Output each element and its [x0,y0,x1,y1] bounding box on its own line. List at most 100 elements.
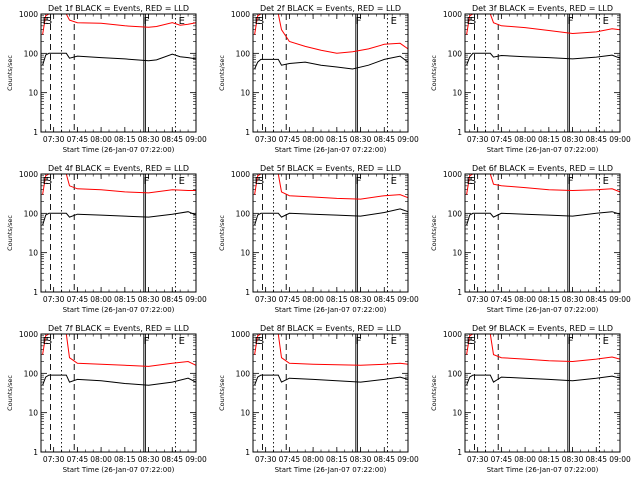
x-tick-label: 08:00 [514,455,536,464]
x-tick-label: 08:15 [114,455,136,464]
x-tick-label: 09:00 [185,455,207,464]
y-tick-label: 1000 [443,170,462,179]
x-tick-label: 08:00 [302,455,324,464]
x-axis-label: Start Time (26-Jan-07 07:22:00) [487,306,599,314]
x-tick-label: 07:30 [467,135,489,144]
subplot-title: Det 8f BLACK = Events, RED = LLD [260,324,401,333]
y-tick-label: 100 [24,369,39,378]
x-tick-label: 08:30 [350,455,372,464]
event-marker-label: F [356,336,362,347]
x-tick-label: 08:30 [350,295,372,304]
event-marker-label: S [46,176,52,187]
event-marker-label: S [470,336,476,347]
x-tick-label: 07:30 [467,295,489,304]
y-tick-label: 10 [452,249,462,258]
x-tick-label: 09:00 [609,295,631,304]
x-tick-label: 08:30 [350,135,372,144]
subplot-5: Det 5f BLACK = Events, RED = LLD Counts/s… [218,164,419,314]
lld-rate-line [254,333,409,366]
x-tick-label: 07:45 [491,455,513,464]
x-tick-label: 07:45 [279,455,301,464]
event-marker-label: F [356,16,362,27]
x-tick-label: 09:00 [609,455,631,464]
subplot-title: Det 2f BLACK = Events, RED = LLD [260,4,401,13]
plot-frame [464,13,621,133]
x-tick-label: 08:15 [538,295,560,304]
y-axis-label: Counts/sec [6,375,14,411]
x-tick-label: 08:15 [114,295,136,304]
x-axis-label: Start Time (26-Jan-07 07:22:00) [275,146,387,154]
x-tick-label: 09:00 [397,455,419,464]
y-tick-label: 100 [236,209,251,218]
events-rate-line [466,211,621,226]
x-tick-label: 08:00 [514,295,536,304]
lld-rate-line [466,173,621,195]
x-tick-label: 08:30 [138,135,160,144]
event-marker-label: S [46,336,52,347]
x-tick-label: 08:30 [562,455,584,464]
event-marker-label: S [258,16,264,27]
x-tick-label: 08:30 [562,135,584,144]
event-marker-label: E [603,336,609,347]
x-tick-label: 07:45 [279,135,301,144]
event-marker-label: E [467,336,473,347]
event-marker-label: S [258,176,264,187]
x-tick-label: 08:15 [326,455,348,464]
x-tick-label: 07:30 [43,295,65,304]
event-marker-label: S [470,16,476,27]
x-tick-label: 08:15 [114,135,136,144]
event-marker-label: S [46,16,52,27]
y-tick-label: 1000 [443,330,462,339]
y-tick-label: 1 [457,128,462,137]
x-tick-label: 08:00 [90,455,112,464]
y-tick-label: 1 [245,128,250,137]
y-tick-label: 1000 [443,10,462,19]
x-tick-label: 08:00 [302,135,324,144]
lld-rate-line [42,333,197,367]
lld-rate-line [466,333,621,363]
x-tick-label: 08:15 [538,135,560,144]
x-tick-label: 08:30 [138,295,160,304]
subplot-title: Det 3f BLACK = Events, RED = LLD [472,4,613,13]
y-tick-label: 100 [448,209,463,218]
y-tick-label: 100 [236,49,251,58]
y-tick-label: 1 [457,448,462,457]
event-marker-label: E [391,16,397,27]
y-tick-label: 1000 [231,170,250,179]
x-tick-label: 08:45 [373,295,395,304]
subplot-4: Det 4f BLACK = Events, RED = LLD Counts/s… [6,164,207,314]
subplot-8: Det 8f BLACK = Events, RED = LLD Counts/s… [218,324,419,474]
events-rate-line [466,52,621,66]
x-tick-label: 08:45 [585,455,607,464]
x-tick-label: 07:45 [67,295,89,304]
x-tick-label: 08:15 [326,135,348,144]
event-marker-label: F [356,176,362,187]
event-marker-label: E [43,176,49,187]
y-tick-label: 100 [448,369,463,378]
subplot-title: Det 1f BLACK = Events, RED = LLD [48,4,189,13]
event-marker-label: E [255,336,261,347]
events-rate-line [42,52,197,66]
subplot-2: Det 2f BLACK = Events, RED = LLD Counts/s… [218,4,419,154]
subplot-title: Det 4f BLACK = Events, RED = LLD [48,164,189,173]
x-tick-label: 08:45 [161,295,183,304]
x-axis-label: Start Time (26-Jan-07 07:22:00) [487,466,599,474]
lld-rate-line [42,173,196,195]
plot-frame [464,333,621,453]
y-tick-label: 1000 [231,330,250,339]
event-marker-label: S [470,176,476,187]
events-rate-line [254,208,409,226]
y-tick-label: 10 [240,409,250,418]
x-tick-label: 07:45 [279,295,301,304]
event-marker-label: F [568,16,574,27]
x-tick-label: 08:45 [585,295,607,304]
x-tick-label: 07:45 [67,135,89,144]
y-tick-label: 10 [240,249,250,258]
y-axis-label: Counts/sec [6,215,14,251]
y-axis-label: Counts/sec [430,215,438,251]
event-marker-label: S [258,336,264,347]
y-axis-label: Counts/sec [218,55,226,91]
event-marker-label: F [568,336,574,347]
x-tick-label: 07:45 [491,135,513,144]
plot-frame [252,173,409,293]
